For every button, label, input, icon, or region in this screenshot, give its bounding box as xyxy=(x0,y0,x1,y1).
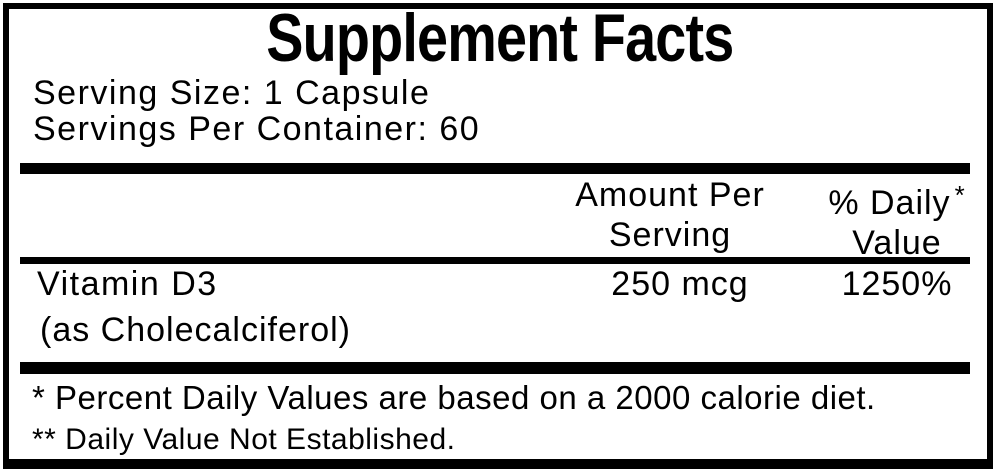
daily-value-asterisk: * xyxy=(954,180,966,210)
dv-header-percent-daily: % Daily xyxy=(828,184,951,222)
column-header-amount-per-serving: Amount Per Serving xyxy=(555,175,785,255)
label-border xyxy=(3,3,993,469)
footnote-percent-daily-value: * Percent Daily Values are based on a 20… xyxy=(32,379,876,416)
nutrient-source-detail: (as Cholecalciferol) xyxy=(40,311,351,349)
servings-per-container-text: Servings Per Container: 60 xyxy=(33,110,481,148)
divider-thick-bottom xyxy=(20,362,970,374)
amount-header-line2: Serving xyxy=(608,216,732,254)
nutrient-daily-value: 1250% xyxy=(841,265,953,303)
amount-header-line1: Amount Per xyxy=(575,176,765,214)
divider-thick-top xyxy=(20,163,970,174)
serving-size-text: Serving Size: 1 Capsule xyxy=(33,74,431,112)
dv-header-line1: % Daily * xyxy=(807,175,987,223)
nutrient-name: Vitamin D3 xyxy=(37,265,218,303)
dv-header-line2: Value xyxy=(852,224,942,262)
label-title-text: Supplement Facts xyxy=(266,0,734,76)
column-header-daily-value: % Daily * Value xyxy=(807,175,987,263)
nutrient-amount: 250 mcg xyxy=(611,265,749,303)
footnote-daily-value-not-established: ** Daily Value Not Established. xyxy=(32,423,456,456)
divider-thin xyxy=(20,257,970,264)
label-title: Supplement Facts xyxy=(0,4,1000,72)
